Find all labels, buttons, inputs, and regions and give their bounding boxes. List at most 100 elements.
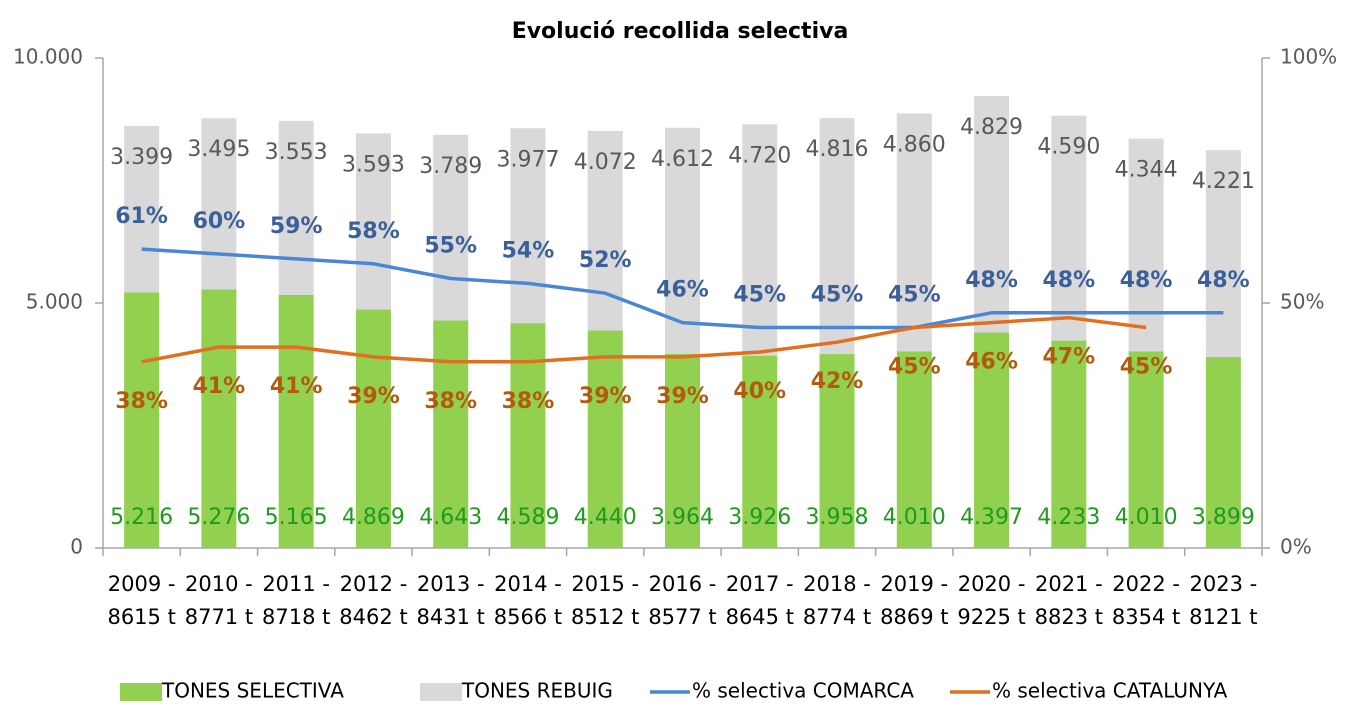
legend-label: % selectiva CATALUNYA — [992, 679, 1228, 703]
bar — [974, 332, 1010, 548]
data-label: 45% — [1120, 355, 1173, 380]
data-label: 39% — [347, 384, 400, 409]
bar — [278, 294, 314, 548]
legend-label: TONES REBUIG — [461, 679, 613, 703]
data-label: 58% — [347, 219, 400, 244]
bar — [974, 95, 1010, 333]
bar — [510, 128, 546, 324]
y2-tick-label: 100% — [1280, 45, 1337, 69]
data-label: 45% — [811, 283, 864, 308]
data-label: 3.593 — [342, 152, 405, 177]
data-label: 38% — [502, 389, 555, 414]
data-label: 48% — [1197, 268, 1250, 293]
bar — [665, 127, 700, 354]
y2-tick-label: 0% — [1280, 535, 1312, 559]
legend-swatch — [420, 683, 462, 701]
data-label: 4.010 — [1115, 505, 1178, 530]
data-label: 45% — [733, 283, 786, 308]
bar — [201, 118, 237, 290]
line — [141, 247, 1224, 330]
data-label: 45% — [888, 355, 941, 380]
data-label: 4.589 — [496, 505, 559, 530]
data-label: 4.344 — [1115, 158, 1178, 183]
x-tick-label: 2020 - 9225 t — [957, 572, 1026, 629]
bar — [433, 134, 469, 321]
data-label: 39% — [579, 384, 632, 409]
data-label: 45% — [888, 283, 941, 308]
y-tick-label: 10.000 — [13, 45, 83, 69]
bar — [665, 353, 700, 548]
y-tick-label: 5.000 — [26, 290, 83, 314]
line — [141, 315, 1147, 364]
bar — [124, 125, 160, 293]
data-label: 4.010 — [883, 505, 946, 530]
data-label: 48% — [1042, 268, 1095, 293]
x-tick-label: 2021 - 8823 t — [1034, 572, 1103, 629]
bar — [124, 292, 160, 548]
data-label: 4.829 — [960, 115, 1023, 140]
data-label: 46% — [656, 278, 709, 303]
x-tick-label: 2018 - 8774 t — [802, 572, 872, 629]
data-label: 48% — [1120, 268, 1173, 293]
data-label: 41% — [193, 374, 246, 399]
data-label: 60% — [193, 209, 246, 234]
y2-tick-label: 50% — [1280, 290, 1324, 314]
data-label: 4.590 — [1037, 135, 1100, 160]
bar — [819, 118, 855, 355]
data-label: 4.860 — [883, 132, 946, 157]
x-tick-label: 2023 - 8121 t — [1189, 572, 1258, 629]
x-tick-label: 2009 - 8615 t — [107, 572, 176, 629]
bar — [1205, 356, 1241, 548]
data-label: 55% — [424, 234, 477, 259]
data-label: 3.964 — [651, 505, 714, 530]
data-label: 4.397 — [960, 505, 1023, 530]
data-label: 47% — [1042, 345, 1095, 370]
bar — [587, 330, 623, 548]
data-label: 4.720 — [728, 143, 791, 168]
data-label: 40% — [733, 379, 786, 404]
bar — [819, 354, 855, 548]
bar — [278, 120, 314, 295]
data-label: 41% — [270, 374, 323, 399]
data-label: 3.899 — [1192, 505, 1255, 530]
chart-title: Evolució recollida selectiva — [512, 19, 849, 44]
data-label: 4.869 — [342, 505, 405, 530]
data-label: 3.553 — [265, 140, 328, 165]
bar — [433, 320, 469, 548]
x-tick-label: 2011 - 8718 t — [261, 572, 331, 629]
bar — [201, 289, 237, 548]
data-label: 52% — [579, 248, 632, 273]
bar — [1051, 115, 1087, 341]
x-tick-label: 2015 - 8512 t — [571, 572, 640, 629]
data-label: 5.165 — [265, 505, 328, 530]
bar — [896, 351, 932, 548]
data-label: 4.072 — [574, 150, 637, 175]
bar — [1205, 150, 1241, 357]
data-label: 4.221 — [1192, 169, 1255, 194]
x-tick-label: 2013 - 8431 t — [416, 572, 485, 629]
bar — [1051, 340, 1087, 548]
legend-label: TONES SELECTIVA — [161, 679, 344, 703]
x-tick-label: 2014 - 8566 t — [493, 572, 563, 629]
data-label: 3.495 — [187, 137, 250, 162]
data-label: 5.276 — [187, 505, 250, 530]
data-label: 38% — [424, 389, 477, 414]
data-label: 5.216 — [110, 505, 173, 530]
data-label: 4.816 — [806, 137, 869, 162]
data-label: 4.233 — [1037, 505, 1100, 530]
x-tick-label: 2010 - 8771 t — [184, 572, 254, 629]
data-label: 4.612 — [651, 147, 714, 172]
bar — [896, 113, 932, 352]
data-label: 3.958 — [806, 505, 869, 530]
data-label: 3.789 — [419, 154, 482, 179]
bar — [1128, 351, 1164, 548]
bar — [355, 133, 391, 310]
bar — [1128, 138, 1164, 352]
data-label: 3.977 — [496, 147, 559, 172]
x-tick-label: 2012 - 8462 t — [339, 572, 408, 629]
data-label: 59% — [270, 214, 323, 239]
legend-swatch — [120, 683, 162, 701]
x-tick-label: 2016 - 8577 t — [648, 572, 717, 629]
